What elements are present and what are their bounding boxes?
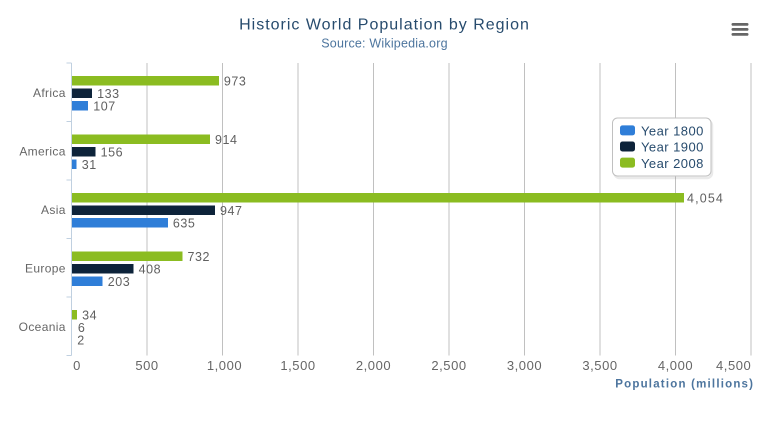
svg-text:Year 2008: Year 2008 bbox=[641, 156, 704, 171]
svg-text:Asia: Asia bbox=[41, 203, 66, 217]
svg-text:3,500: 3,500 bbox=[582, 358, 617, 373]
svg-text:Year 1900: Year 1900 bbox=[641, 140, 704, 155]
svg-text:2,000: 2,000 bbox=[356, 358, 391, 373]
svg-text:914: 914 bbox=[215, 133, 238, 147]
svg-text:6: 6 bbox=[78, 321, 86, 335]
svg-text:1,000: 1,000 bbox=[207, 358, 242, 373]
svg-text:2: 2 bbox=[77, 334, 85, 348]
svg-text:3,000: 3,000 bbox=[507, 358, 542, 373]
svg-text:Year 1800: Year 1800 bbox=[641, 124, 704, 139]
svg-text:203: 203 bbox=[108, 275, 131, 289]
svg-text:4,500: 4,500 bbox=[716, 358, 751, 373]
svg-text:500: 500 bbox=[135, 358, 158, 373]
svg-text:107: 107 bbox=[93, 100, 116, 114]
svg-text:635: 635 bbox=[173, 217, 196, 231]
svg-text:732: 732 bbox=[188, 250, 211, 264]
svg-text:Africa: Africa bbox=[33, 86, 66, 100]
svg-text:973: 973 bbox=[224, 75, 247, 89]
svg-text:31: 31 bbox=[82, 158, 97, 172]
svg-text:156: 156 bbox=[101, 146, 124, 160]
svg-text:Historic World Population by R: Historic World Population by Region bbox=[239, 17, 530, 34]
svg-text:408: 408 bbox=[139, 263, 162, 277]
svg-text:4,054: 4,054 bbox=[687, 192, 724, 206]
svg-text:2,500: 2,500 bbox=[431, 358, 466, 373]
svg-text:Europe: Europe bbox=[25, 261, 66, 275]
svg-text:34: 34 bbox=[82, 309, 97, 323]
svg-text:America: America bbox=[19, 144, 65, 158]
svg-text:Source: Wikipedia.org: Source: Wikipedia.org bbox=[321, 37, 447, 51]
svg-text:Oceania: Oceania bbox=[19, 320, 66, 334]
svg-text:133: 133 bbox=[97, 87, 120, 101]
svg-text:0: 0 bbox=[73, 358, 81, 373]
svg-text:1,500: 1,500 bbox=[280, 358, 315, 373]
svg-text:4,000: 4,000 bbox=[658, 358, 693, 373]
svg-text:Population (millions): Population (millions) bbox=[615, 379, 754, 391]
svg-text:947: 947 bbox=[220, 204, 243, 218]
